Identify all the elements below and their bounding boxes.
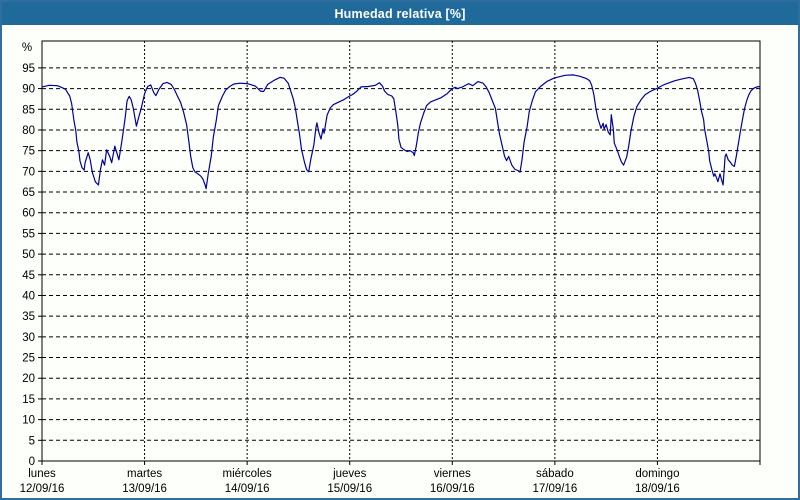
x-date-label: 18/09/16 [635, 483, 680, 495]
plot-border [41, 40, 761, 462]
y-tick-label: 90 [22, 84, 35, 96]
x-day-label: lunes [28, 468, 56, 480]
y-tick-label: 85 [22, 104, 35, 116]
x-day-label: martes [127, 468, 162, 480]
y-tick-label: 60 [22, 208, 35, 220]
x-date-label: 13/09/16 [122, 483, 167, 495]
y-tick-label: 5 [29, 435, 35, 447]
y-axis-title: % [22, 42, 32, 54]
y-tick-label: 55 [22, 228, 35, 240]
x-day-label: viernes [434, 468, 471, 480]
chart-title: Humedad relativa [%] [334, 6, 466, 21]
x-day-label: domingo [635, 468, 679, 480]
y-tick-label: 25 [22, 353, 35, 365]
y-tick-label: 20 [22, 373, 35, 385]
y-tick-label: 80 [22, 125, 35, 137]
title-bar: Humedad relativa [%] [2, 2, 798, 25]
y-tick-label: 70 [22, 166, 35, 178]
chart-svg: 0 5 10 15 20 25 30 35 40 45 50 55 60 65 70 75 80 85 90 95% l… [20, 40, 761, 495]
x-day-label: sábado [536, 468, 574, 480]
x-date-label: 14/09/16 [225, 483, 270, 495]
y-tick-label: 45 [22, 270, 35, 282]
y-tick-label: 95 [22, 63, 35, 75]
x-date-label: 15/09/16 [327, 483, 372, 495]
y-tick-label: 0 [29, 456, 35, 468]
y-tick-label: 10 [22, 415, 35, 427]
y-tick-label: 65 [22, 187, 35, 199]
y-tick-label: 75 [22, 146, 35, 158]
y-tick-label: 15 [22, 394, 35, 406]
y-tick-label: 30 [22, 332, 35, 344]
x-day-label: jueves [332, 468, 366, 480]
chart-area: 0 5 10 15 20 25 30 35 40 45 50 55 60 65 70 75 80 85 90 95% l… [2, 25, 798, 498]
y-tick-label: 35 [22, 311, 35, 323]
x-date-label: 16/09/16 [430, 483, 475, 495]
x-day-label: miércoles [223, 468, 272, 480]
x-date-label: 12/09/16 [20, 483, 65, 495]
humidity-series-line [41, 74, 761, 190]
y-tick-label: 50 [22, 249, 35, 261]
y-tick-label: 40 [22, 290, 35, 302]
x-date-label: 17/09/16 [532, 483, 577, 495]
